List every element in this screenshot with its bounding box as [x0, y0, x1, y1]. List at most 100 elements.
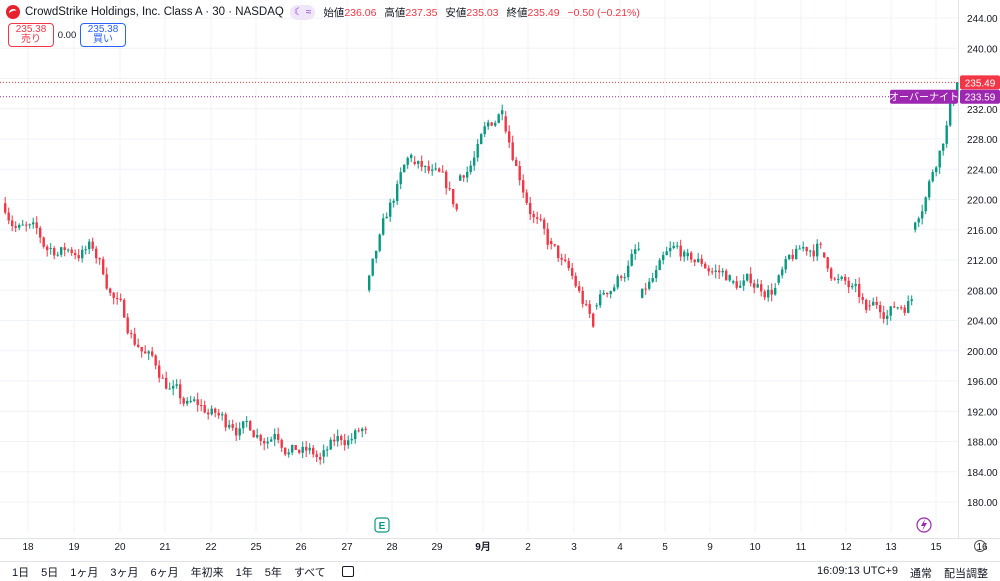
last-price-badge — [960, 75, 1000, 90]
timeframe-3m[interactable]: 3ヶ月 — [110, 566, 139, 579]
candle-body — [266, 441, 269, 444]
candle-body — [683, 251, 686, 257]
candle-body — [371, 258, 374, 276]
candle-body — [763, 291, 766, 298]
price-chart[interactable]: 180.00184.00188.00192.00196.00200.00204.… — [0, 0, 1000, 561]
change-value: −0.50 (−0.21%) — [567, 6, 640, 19]
x-tick-label: 10 — [749, 542, 761, 553]
candle-body — [760, 284, 763, 292]
candle-body — [56, 254, 59, 256]
open-label: 始値 — [323, 6, 345, 19]
candle-body — [637, 248, 640, 250]
candle-body — [641, 288, 644, 298]
candle-body — [774, 287, 777, 295]
candle-body — [679, 245, 682, 257]
clock[interactable]: 16:09:13 UTC+9 — [816, 565, 898, 577]
symbol-title[interactable]: CrowdStrike Holdings, Inc. Class A · 30 … — [25, 6, 284, 18]
candle-body — [368, 275, 371, 291]
y-tick-label: 228.00 — [967, 135, 998, 146]
candle-body — [490, 122, 493, 126]
candle-body — [406, 157, 409, 165]
session-chip[interactable]: ☾ ≈ — [289, 4, 316, 20]
candle-body — [578, 286, 581, 291]
candle-body — [788, 254, 791, 260]
candle-body — [595, 305, 598, 307]
y-tick-label: 200.00 — [967, 347, 998, 358]
candle-body — [294, 445, 297, 450]
candle-body — [364, 428, 367, 430]
candle-body — [581, 290, 584, 304]
candle-body — [347, 440, 350, 446]
candle-body — [466, 171, 469, 178]
y-tick-label: 196.00 — [967, 377, 998, 388]
candle-body — [798, 248, 801, 250]
trade-panel: 235.38 売り 0.00 235.38 買い — [8, 23, 126, 47]
candle-body — [67, 249, 70, 251]
timeframe-6m[interactable]: 6ヶ月 — [150, 566, 179, 579]
candle-body — [942, 143, 945, 151]
timeframe-5d[interactable]: 5日 — [41, 566, 59, 579]
candle-body — [7, 212, 10, 221]
timeframe-1m[interactable]: 1ヶ月 — [70, 566, 99, 579]
candle-body — [375, 250, 378, 259]
dividend-adjust-toggle[interactable]: 配当調整 — [944, 568, 988, 580]
candle-body — [522, 180, 525, 193]
x-tick-label: 21 — [159, 542, 171, 553]
candle-body — [907, 301, 910, 313]
candle-body — [245, 421, 248, 423]
buy-button[interactable]: 235.38 買い — [80, 23, 126, 47]
close-label: 終値 — [506, 6, 528, 19]
candle-body — [557, 245, 560, 258]
candle-body — [427, 166, 430, 171]
candle-body — [644, 288, 647, 290]
candle-body — [123, 299, 126, 318]
candle-body — [140, 346, 143, 352]
x-tick-label: 13 — [885, 542, 897, 553]
candle-body — [403, 164, 406, 173]
candle-body — [655, 269, 658, 279]
candle-body — [354, 430, 357, 440]
candle-body — [287, 452, 290, 455]
candle-body — [431, 169, 434, 171]
timeframe-1d[interactable]: 1日 — [12, 566, 30, 579]
x-tick-label: 2 — [525, 542, 531, 553]
sell-button[interactable]: 235.38 売り — [8, 23, 54, 47]
candle-body — [259, 435, 262, 441]
candle-body — [567, 260, 570, 269]
candle-body — [102, 259, 105, 275]
candle-body — [550, 241, 553, 245]
x-tick-label: 9月 — [475, 541, 491, 553]
candle-body — [14, 226, 17, 228]
calendar-range-icon[interactable] — [341, 566, 354, 577]
candle-body — [690, 252, 693, 260]
candle-body — [476, 143, 479, 158]
settings-gear-icon[interactable] — [974, 540, 986, 552]
candle-body — [434, 168, 437, 170]
candle-body — [837, 278, 840, 280]
candle-body — [18, 224, 21, 228]
timeframe-ytd[interactable]: 年初来 — [190, 566, 224, 579]
earnings-marker-icon — [374, 517, 390, 533]
timeframe-5y[interactable]: 5年 — [264, 566, 282, 579]
candle-body — [280, 439, 283, 448]
candle-body — [725, 270, 728, 281]
candle-body — [151, 351, 154, 356]
candle-body — [126, 317, 129, 334]
candle-body — [420, 160, 423, 167]
candle-body — [896, 307, 899, 309]
candle-body — [144, 351, 147, 354]
candle-body — [872, 301, 875, 306]
candle-body — [343, 440, 346, 446]
timeframe-all[interactable]: すべて — [293, 566, 326, 579]
candle-body — [11, 220, 14, 227]
high-label: 高値 — [384, 6, 406, 19]
candle-body — [483, 126, 486, 135]
candle-body — [858, 283, 861, 297]
y-tick-label: 212.00 — [967, 256, 998, 267]
last-price-badge-value: 235.49 — [965, 78, 996, 89]
candle-body — [648, 281, 651, 289]
timeframe-1y[interactable]: 1年 — [235, 566, 253, 579]
session-mode[interactable]: 通常 — [910, 568, 932, 580]
candle-body — [844, 276, 847, 281]
candle-body — [445, 171, 448, 189]
